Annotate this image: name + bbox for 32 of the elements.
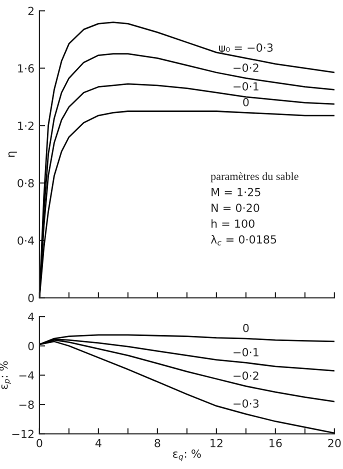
y-tick-label: −8 [19,400,34,409]
x-tick-label: 20 [328,438,341,448]
y-tick-label: −12 [12,430,34,438]
y-tick-label: 2 [28,6,34,16]
x-tick-label: 16 [270,438,282,448]
y-tick-label: 0·8 [18,178,34,188]
annotation: ψ₀ = −0·3 [218,43,273,54]
annotation: h = 100 [212,219,254,228]
x-tick-label: 12 [210,438,222,448]
annotation: −0·1 [234,348,258,356]
y-tick-label: −4 [19,371,34,380]
annotation: 0 [243,98,249,106]
annotation: 0 [243,324,249,332]
x-tick-label: 8 [154,438,160,448]
y-tick-label: 0·4 [18,236,34,245]
y-tick-label: 4 [28,312,34,321]
annotation: −0·2 [234,371,258,380]
y-tick-label: 0 [28,294,34,302]
x-axis-title: ε$_{q}$: % [173,449,201,462]
annotation: −0·3 [234,399,259,408]
x-tick-label: 0 [36,438,42,448]
y-tick-label: 0 [28,342,34,350]
annotation: N = 0·20 [212,204,260,212]
annotation: −0·1 [234,82,258,91]
x-tick-label: 4 [95,439,102,448]
annotation: M = 1·25 [212,188,260,196]
y-tick-label: 1·6 [18,64,34,73]
y-axis-title: η [8,152,17,157]
y-tick-label: 1·2 [18,122,34,130]
annotation: −0·2 [234,64,258,72]
annotation: λ$_{c}$ = 0·0185 [210,235,276,246]
annotation: paramètres du sable [210,172,298,182]
